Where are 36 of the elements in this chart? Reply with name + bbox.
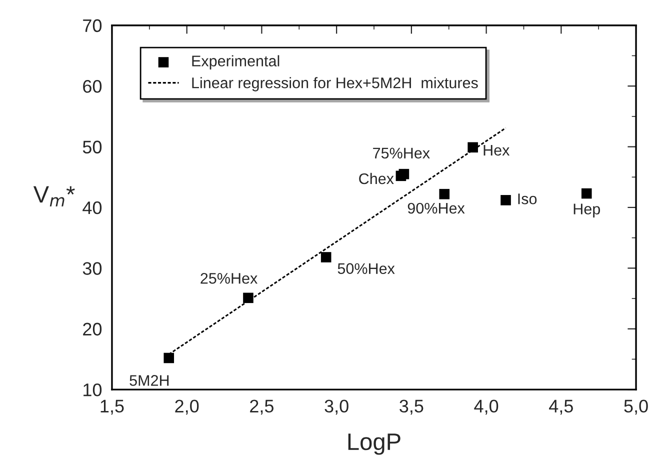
point [500,195,511,206]
x-tick-label: 2,5 [250,400,274,415]
annotation: 90%Hex [408,202,465,214]
y-tick-label: 70 [83,19,102,32]
x-tick-label: 3,5 [400,400,424,415]
y-tick-label: 20 [83,322,102,336]
x-tick-label: 4,0 [474,400,498,415]
y-axis-title: V$_{m}$* [33,186,75,206]
y-tick-label: 50 [82,140,102,154]
point [581,188,592,199]
point [320,252,332,262]
annotation: 75%Hex [373,148,430,159]
y-tick-label: 10 [84,383,102,396]
point [164,352,174,364]
x-tick-label: 4,5 [549,400,573,415]
point [468,142,478,153]
point [243,292,254,304]
y-tick-label: 30 [82,262,102,275]
annotation: 5M2H [130,375,169,386]
point [439,188,450,200]
annotation: Hex [484,144,510,156]
point [398,168,410,180]
x-tick-label: 3,0 [324,400,348,415]
x-tick-label: 2,0 [175,400,199,415]
annotation: Iso [518,194,537,204]
annotation: 25%Hex [200,272,258,284]
annotation: 50%Hex [338,263,395,274]
x-tick-label: 1,5 [100,400,124,415]
x-tick-label: 5,0 [624,400,648,415]
legend-label: Experimental [192,55,280,70]
legend-label: Linear regression for Hex+5M2H mixtures [192,77,478,92]
x-axis-title: LogP [348,434,400,455]
annotation: Hep [574,204,600,218]
y-tick-label: 60 [83,80,102,93]
y-tick-label: 40 [82,201,102,214]
annotation: Chex [359,172,394,184]
